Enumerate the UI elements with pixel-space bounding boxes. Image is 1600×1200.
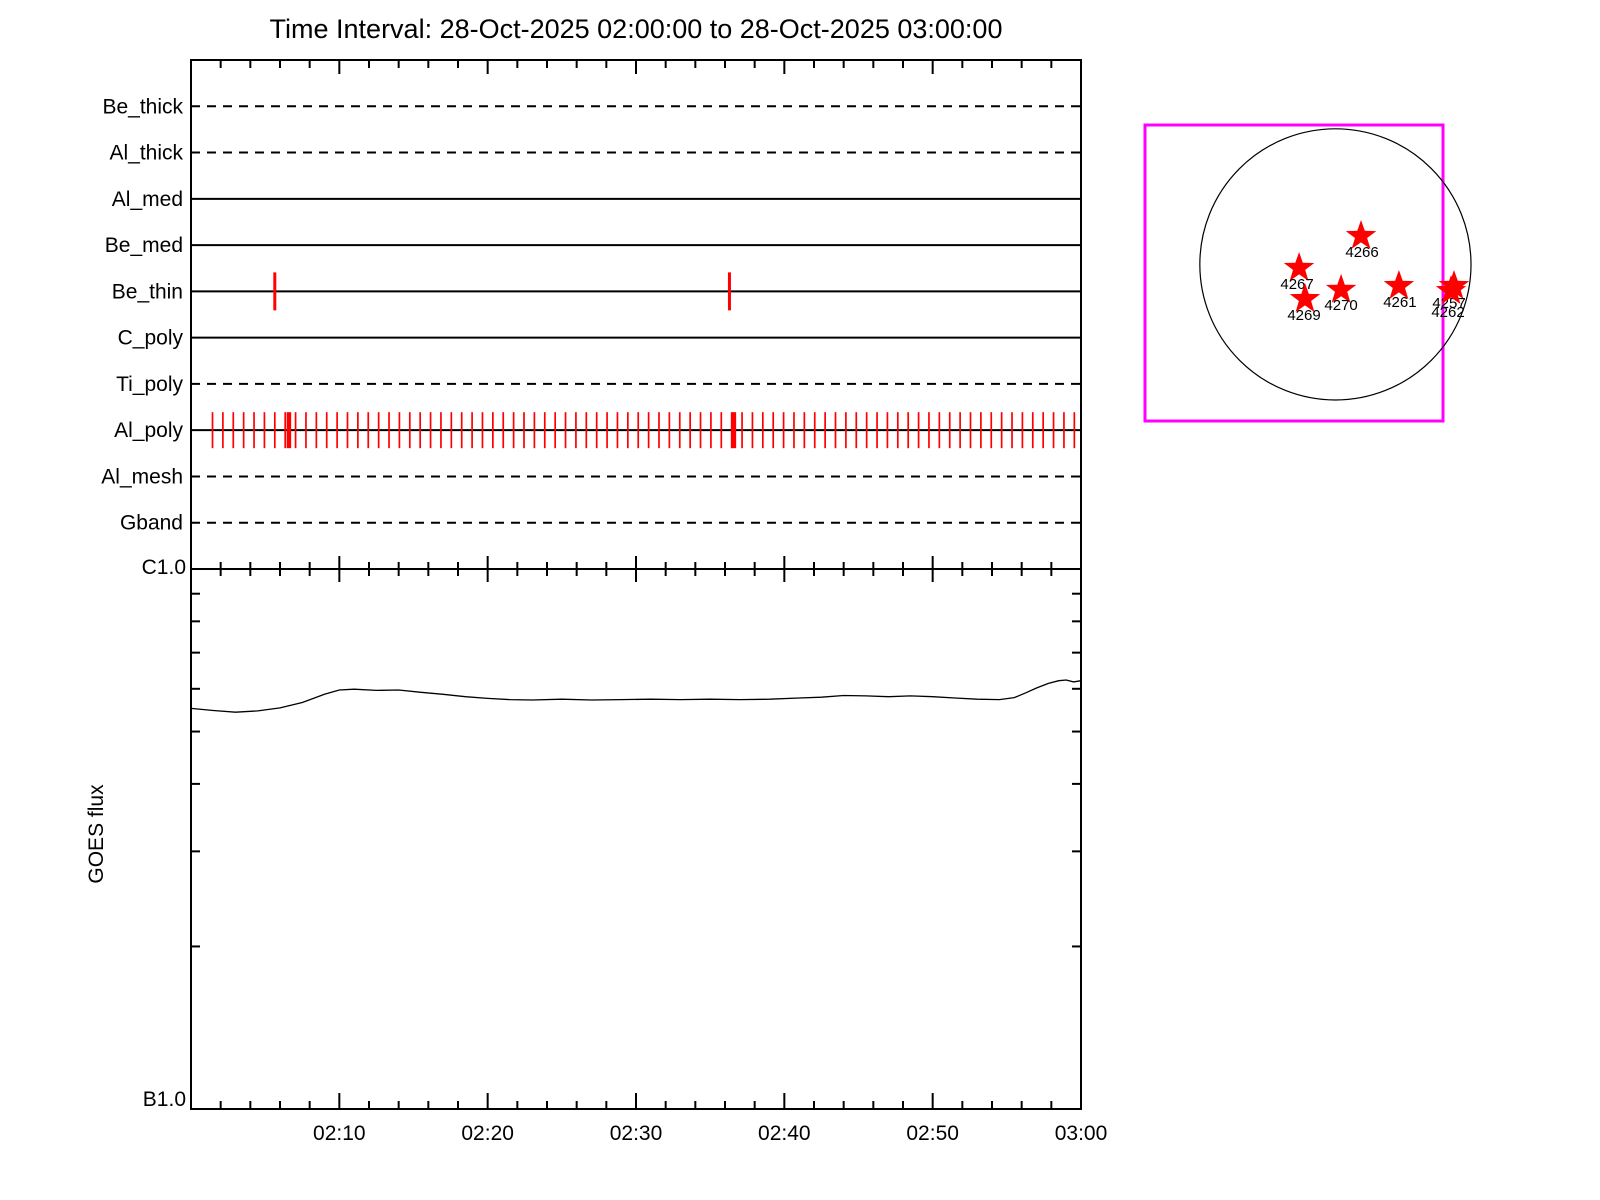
active-region-star-icon-4261 [1383,270,1415,299]
x-axis-tick-label: 02:50 [906,1122,959,1145]
active-region-star-icon-4270 [1325,273,1357,303]
x-axis-tick-label: 02:40 [758,1122,811,1145]
plot-title: Time Interval: 28-Oct-2025 02:00:00 to 2… [269,14,1003,44]
sun-map-box [1143,123,1445,423]
goes-flux-line [190,679,1082,713]
filter-label-Al_mesh: Al_mesh [101,465,183,488]
active-region-label-4267: 4267 [1280,276,1313,293]
filter-label-Gband: Gband [120,512,183,535]
filter-label-Ti_poly: Ti_poly [116,373,183,396]
timeline-panel [190,59,1082,570]
x-axis-tick-label: 03:00 [1055,1122,1108,1145]
active-region-label-4266: 4266 [1345,244,1378,261]
x-axis-tick-label: 02:10 [313,1122,366,1145]
active-region-label-4270: 4270 [1324,297,1357,314]
active-region-label-4262: 4262 [1431,304,1464,321]
active-region-star-icon-4269 [1289,283,1321,312]
goes-y-axis-bottom-label: B1.0 [142,1088,186,1111]
filter-label-Be_thick: Be_thick [102,95,183,118]
filter-label-Be_med: Be_med [105,234,183,257]
active-region-star-icon-4262 [1435,275,1467,304]
active-region-label-4261: 4261 [1383,294,1416,311]
active-region-label-4269: 4269 [1287,307,1320,324]
filter-label-Be_thin: Be_thin [112,280,183,303]
goes-y-axis-top-label: C1.0 [141,556,186,579]
active-region-star-icon-4266 [1345,220,1377,249]
solar-disk-circle [1199,128,1472,401]
x-axis-tick-label: 02:30 [610,1122,663,1145]
filter-label-Al_thick: Al_thick [109,142,183,165]
filter-label-Al_poly: Al_poly [114,419,183,442]
x-axis-tick-label: 02:20 [461,1122,514,1145]
active-region-star-icon-4267 [1283,252,1315,281]
goes-panel [190,568,1082,1110]
filter-label-C_poly: C_poly [118,327,184,350]
filter-label-Al_med: Al_med [112,188,183,211]
